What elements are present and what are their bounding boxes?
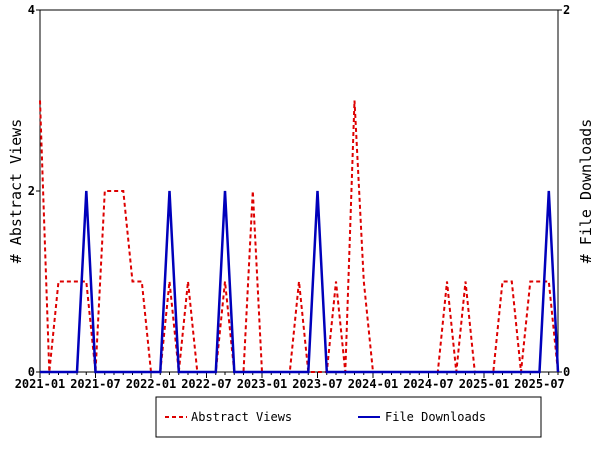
x-tick-label: 2024-01 (348, 377, 399, 391)
legend-label-downloads: File Downloads (385, 410, 486, 424)
x-tick-label: 2023-01 (237, 377, 288, 391)
legend-label-views: Abstract Views (191, 410, 292, 424)
y-axis-label: # Abstract Views (7, 119, 25, 264)
x-tick-label: 2025-07 (514, 377, 565, 391)
y-tick-label: 0 (28, 365, 35, 379)
y2-tick-label: 0 (563, 365, 570, 379)
x-tick-label: 2025-01 (459, 377, 510, 391)
x-tick-label: 2024-07 (403, 377, 454, 391)
x-tick-label: 2022-07 (181, 377, 232, 391)
x-tick-label: 2022-01 (126, 377, 177, 391)
y-tick-label: 4 (28, 3, 35, 17)
x-tick-label: 2021-01 (15, 377, 66, 391)
legend: Abstract Views File Downloads (155, 396, 542, 438)
x-tick-label: 2023-07 (292, 377, 343, 391)
x-tick-label: 2021-07 (70, 377, 121, 391)
y2-axis-label: # File Downloads (577, 119, 595, 264)
y-tick-label: 2 (28, 184, 35, 198)
plot-area (39, 9, 559, 373)
y2-tick-label: 2 (563, 3, 570, 17)
